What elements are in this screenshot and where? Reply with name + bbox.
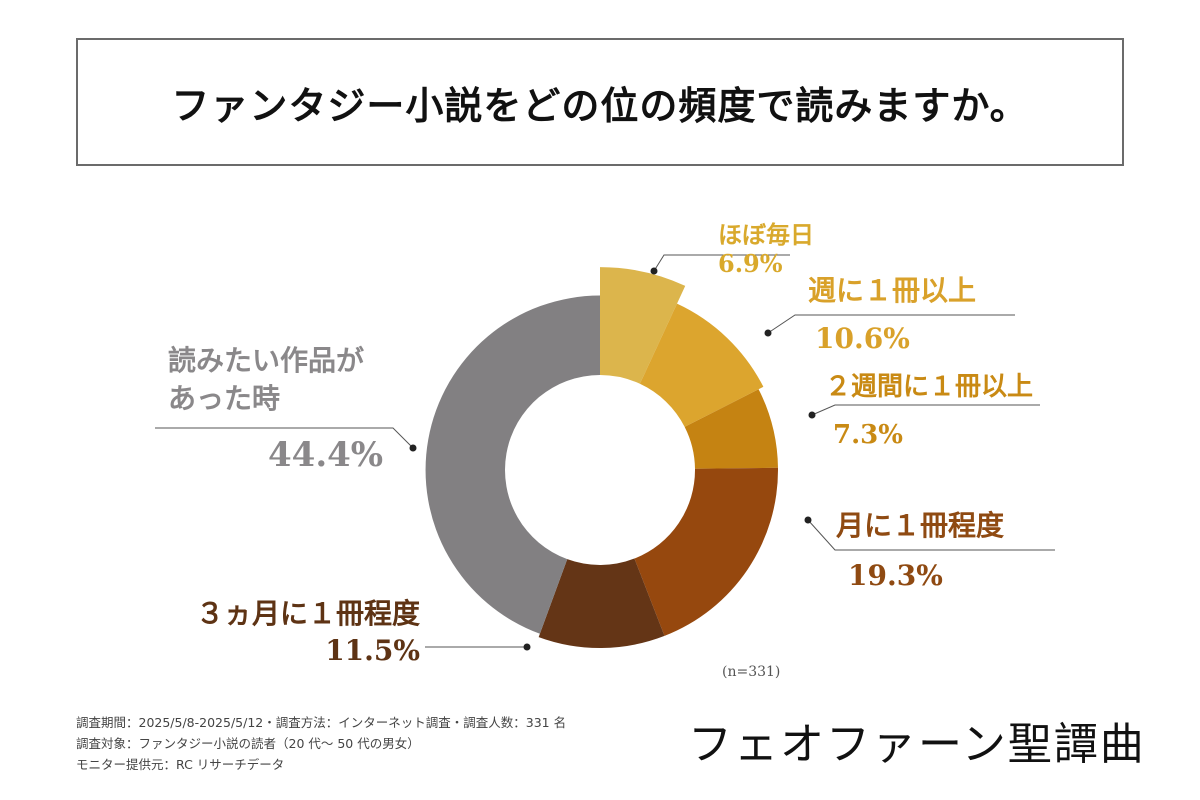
slice-label-3: ２週間に１冊以上 xyxy=(825,372,1033,402)
slice-value-3: 7.3% xyxy=(833,420,903,450)
donut-slice-5 xyxy=(538,558,665,648)
donut-slice-1 xyxy=(600,267,686,384)
footnote-monitor-source: モニター提供元：RC リサーチデータ xyxy=(76,757,285,772)
donut-slice-2 xyxy=(639,303,764,427)
slice-value-6: 44.4% xyxy=(268,435,383,475)
chart-title: ファンタジー小説をどの位の頻度で読みますか。 xyxy=(171,82,1029,128)
leader-line-2 xyxy=(767,314,1015,334)
footnote-survey-period: 調査期間：2025/5/8-2025/5/12・調査方法：インターネット調査・調… xyxy=(76,715,567,730)
slice-label-4: 月に１冊程度 xyxy=(835,509,1004,542)
title-box: ファンタジー小説をどの位の頻度で読みますか。 xyxy=(76,38,1124,166)
leader-line-4 xyxy=(807,519,1055,551)
donut-slice-4 xyxy=(634,467,779,636)
leader-dot-4 xyxy=(804,516,812,524)
leader-line-3 xyxy=(811,404,1040,416)
slice-label-1: ほぼ毎日 xyxy=(718,220,814,249)
footnote-survey-target: 調査対象：ファンタジー小説の読者（20 代〜 50 代の男女） xyxy=(76,736,420,751)
donut-slice-6 xyxy=(425,295,600,634)
leader-dot-2 xyxy=(764,329,772,337)
leader-dot-6 xyxy=(409,444,417,452)
slice-value-2: 10.6% xyxy=(815,322,910,355)
brand-logo-text: フェオファーン聖譚曲 xyxy=(688,719,1146,770)
slice-value-4: 19.3% xyxy=(848,559,943,592)
slice-label-6-line-1: 読みたい作品が xyxy=(168,344,364,377)
leader-dot-5 xyxy=(523,643,531,651)
slice-label-5: ３ヵ月に１冊程度 xyxy=(196,597,420,630)
leader-line-1 xyxy=(653,254,790,272)
slice-label-6-line-2: あった時 xyxy=(168,382,280,415)
donut-slice-3 xyxy=(684,389,778,469)
slice-value-1: 6.9% xyxy=(718,249,783,278)
leader-dot-1 xyxy=(650,267,658,275)
slice-label-2: 週に１冊以上 xyxy=(808,274,976,307)
sample-size-note: (n=331) xyxy=(722,664,780,680)
slice-value-5: 11.5% xyxy=(325,634,420,667)
leader-line-6 xyxy=(155,427,414,449)
leader-dot-3 xyxy=(808,411,816,419)
